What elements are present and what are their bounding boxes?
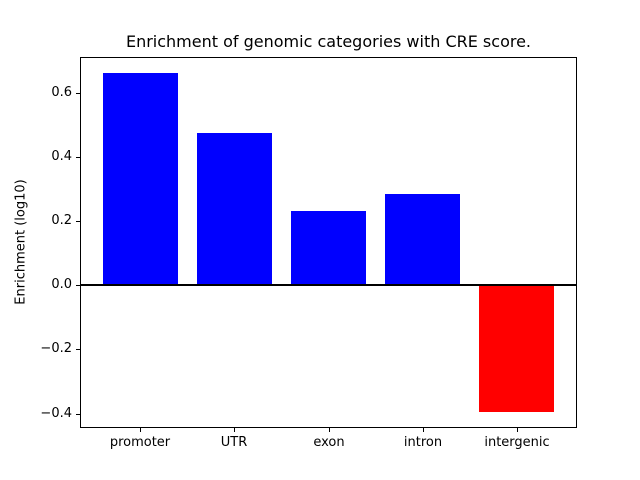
y-tick-label: 0.4 bbox=[51, 149, 72, 164]
bar-intron bbox=[385, 194, 460, 286]
y-tick-label: −0.2 bbox=[40, 341, 72, 356]
bar-intergenic bbox=[479, 285, 554, 412]
x-tick-label-UTR: UTR bbox=[220, 435, 248, 450]
y-tick-label: 0.0 bbox=[51, 277, 72, 292]
y-tick-label: −0.4 bbox=[40, 406, 72, 421]
x-tick-mark bbox=[140, 428, 141, 432]
y-tick-mark bbox=[76, 93, 80, 94]
plot-area bbox=[80, 57, 577, 428]
x-tick-mark bbox=[234, 428, 235, 432]
zero-line bbox=[80, 284, 577, 286]
y-tick-mark bbox=[76, 349, 80, 350]
x-tick-label-intergenic: intergenic bbox=[484, 435, 550, 450]
y-tick-mark bbox=[76, 221, 80, 222]
y-tick-mark bbox=[76, 285, 80, 286]
y-tick-mark bbox=[76, 414, 80, 415]
y-tick-mark bbox=[76, 157, 80, 158]
x-tick-mark bbox=[423, 428, 424, 432]
bar-promoter bbox=[103, 73, 178, 285]
x-tick-mark bbox=[329, 428, 330, 432]
x-tick-label-promoter: promoter bbox=[109, 435, 171, 450]
bar-UTR bbox=[197, 133, 272, 286]
bar-exon bbox=[291, 211, 366, 285]
y-tick-label: 0.2 bbox=[51, 213, 72, 228]
x-tick-mark bbox=[517, 428, 518, 432]
chart-title: Enrichment of genomic categories with CR… bbox=[125, 32, 532, 51]
y-tick-label: 0.6 bbox=[51, 85, 72, 100]
x-tick-label-exon: exon bbox=[313, 435, 345, 450]
x-tick-label-intron: intron bbox=[403, 435, 443, 450]
